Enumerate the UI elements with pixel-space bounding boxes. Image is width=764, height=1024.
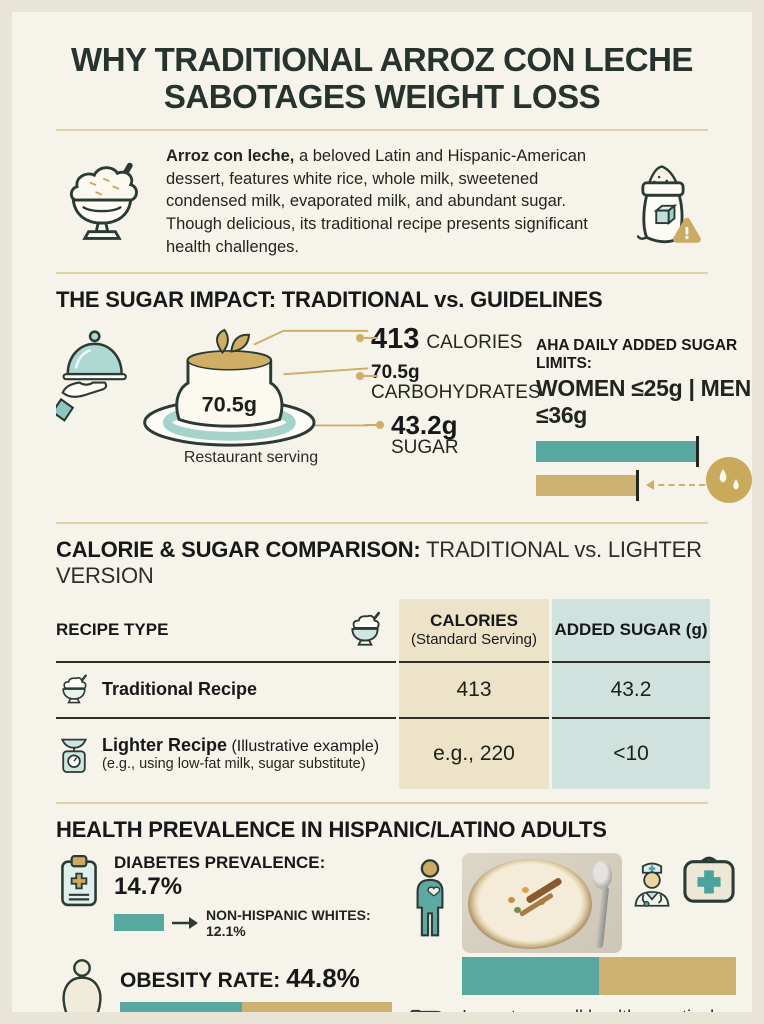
table-row-traditional-name: Traditional Recipe bbox=[56, 660, 396, 717]
bar-segment-gold bbox=[599, 956, 736, 995]
stat-calories: 413 CALORIES bbox=[356, 322, 522, 355]
rice-bowl-icon bbox=[344, 609, 386, 651]
recipe-note: (Illustrative example) bbox=[227, 737, 380, 755]
comparison-heading-bold: CALORIE & SUGAR COMPARISON: bbox=[56, 536, 421, 562]
table-header-calories: CALORIES (Standard Serving) bbox=[399, 598, 549, 661]
aha-limits: WOMEN ≤25g | MEN ≤36g bbox=[536, 374, 751, 428]
aha-panel: AHA DAILY ADDED SUGAR LIMITS: WOMEN ≤25g… bbox=[536, 323, 752, 509]
intro-section: Arroz con leche, a beloved Latin and His… bbox=[56, 145, 708, 259]
sugar-value: <10 bbox=[613, 741, 649, 765]
stat-value: 43.2g bbox=[391, 409, 458, 440]
health-impact-bar bbox=[462, 956, 736, 995]
table-header-added-sugar: ADDED SUGAR (g) bbox=[552, 598, 710, 661]
comparison-section: CALORIE & SUGAR COMPARISON: TRADITIONAL … bbox=[56, 536, 710, 789]
limit-marker bbox=[636, 469, 639, 501]
diabetes-label: DIABETES PREVALENCE: bbox=[114, 852, 326, 872]
recipe-name: Traditional Recipe bbox=[102, 679, 258, 700]
sugar-droplets-icon bbox=[706, 456, 752, 503]
health-heading: HEALTH PREVALENCE IN HISPANIC/LATINO ADU… bbox=[56, 816, 607, 842]
obesity-block: OBESITY RATE: 44.8% bbox=[56, 957, 392, 1012]
comparison-table: RECIPE TYPE CALORIES (Standard Serving) bbox=[56, 598, 710, 789]
diabetes-block: DIABETES PREVALENCE: 14.7% NON-HISPANIC … bbox=[56, 853, 392, 939]
obesity-label: OBESITY RATE: bbox=[120, 968, 287, 992]
comparison-heading-rest: TRADITIONAL vs. LIGHTER VERSION bbox=[56, 536, 702, 588]
cloche-hand-icon bbox=[56, 323, 130, 427]
rice-bowl-icon bbox=[56, 672, 92, 708]
sugar-value: 43.2 bbox=[610, 677, 652, 701]
divider bbox=[56, 521, 708, 524]
page-title: WHY TRADITIONAL ARROZ CON LECHE SABOTAGE… bbox=[56, 41, 708, 116]
bar-segment-gold bbox=[242, 1001, 392, 1012]
stat-value: 70.5g bbox=[371, 361, 420, 383]
aha-bars bbox=[536, 435, 752, 503]
sugar-impact-section: THE SUGAR IMPACT: TRADITIONAL vs. GUIDEL… bbox=[56, 286, 752, 509]
serving-grams-label: 70.5g bbox=[202, 391, 257, 416]
serving-illustration: 70.5g Restaurant serving bbox=[56, 323, 370, 467]
health-impact-panel: Impacts overall health negatively. bbox=[408, 852, 736, 1012]
sugar-bag-warning-icon bbox=[616, 156, 708, 248]
divider bbox=[56, 128, 708, 131]
thumbs-down-icon bbox=[409, 1008, 451, 1012]
aha-women-bar bbox=[536, 435, 699, 467]
header-label: ADDED SUGAR (g) bbox=[554, 619, 708, 639]
arroz-con-leche-photo bbox=[462, 852, 622, 953]
rice-bowl-icon bbox=[56, 156, 148, 248]
obesity-value: 44.8% bbox=[286, 962, 360, 993]
intro-text: Arroz con leche, a beloved Latin and His… bbox=[166, 145, 598, 259]
teal-swatch bbox=[114, 914, 165, 932]
stat-carbohydrates: 70.5g CARBOHYDRATES bbox=[356, 362, 541, 403]
arrow-right-icon bbox=[172, 916, 199, 929]
person-heart-icon bbox=[409, 857, 451, 943]
flan-illustration: 70.5g Restaurant serving bbox=[132, 323, 370, 467]
nurse-icon bbox=[630, 853, 674, 909]
connector-dot-icon bbox=[364, 420, 384, 429]
stat-label: SUGAR bbox=[391, 436, 459, 458]
limit-marker bbox=[696, 435, 699, 467]
bar-segment-teal bbox=[462, 956, 599, 995]
diabetes-value: 14.7% bbox=[114, 872, 183, 900]
obesity-bar bbox=[120, 1001, 392, 1012]
dashed-arrow-icon bbox=[646, 479, 736, 490]
serving-caption: Restaurant serving bbox=[183, 448, 319, 466]
intro-body: a beloved Latin and Hispanic-American de… bbox=[166, 146, 588, 256]
content-card: WHY TRADITIONAL ARROZ CON LECHE SABOTAGE… bbox=[12, 12, 752, 1012]
obese-person-icon bbox=[56, 957, 108, 1012]
calories-value: 413 bbox=[456, 677, 492, 701]
aha-men-bar bbox=[536, 469, 736, 501]
nutrition-stats: 413 CALORIES 70.5g CARBOHYDRATES 43.2g bbox=[356, 322, 541, 467]
medical-clipboard-icon bbox=[56, 853, 102, 909]
impact-note: Impacts overall health negatively. bbox=[462, 1007, 736, 1012]
calories-value: e.g., 220 bbox=[433, 741, 515, 765]
page-title-line1: WHY TRADITIONAL ARROZ CON LECHE bbox=[71, 41, 693, 78]
first-aid-kit-icon bbox=[682, 853, 736, 905]
header-sublabel: (Standard Serving) bbox=[411, 631, 537, 649]
table-cell-sugar: 43.2 bbox=[552, 660, 710, 717]
table-cell-sugar: <10 bbox=[552, 716, 710, 789]
health-section: HEALTH PREVALENCE IN HISPANIC/LATINO ADU… bbox=[56, 816, 736, 1012]
divider bbox=[56, 271, 708, 274]
divider bbox=[56, 801, 708, 804]
stat-label: CALORIES bbox=[426, 331, 523, 353]
header-label: RECIPE TYPE bbox=[56, 619, 169, 639]
sugar-impact-heading: THE SUGAR IMPACT: TRADITIONAL vs. GUIDEL… bbox=[56, 286, 603, 312]
header-label: CALORIES bbox=[430, 611, 518, 631]
recipe-name: Lighter Recipe bbox=[102, 734, 228, 755]
table-cell-calories: e.g., 220 bbox=[399, 716, 549, 789]
stat-value: 413 bbox=[371, 322, 420, 355]
stat-label: CARBOHYDRATES bbox=[371, 381, 541, 403]
intro-lead: Arroz con leche, bbox=[166, 146, 295, 165]
recipe-detail: (e.g., using low-fat milk, sugar substit… bbox=[102, 755, 366, 772]
bar-segment-teal bbox=[120, 1001, 243, 1012]
table-row-lighter-name: Lighter Recipe (Illustrative example) (e… bbox=[56, 716, 396, 789]
page-title-line2: SABOTAGES WEIGHT LOSS bbox=[163, 77, 601, 115]
aha-title: AHA DAILY ADDED SUGAR LIMITS: bbox=[536, 336, 738, 372]
stat-sugar: 43.2g SUGAR bbox=[364, 412, 516, 458]
diabetes-comparison: NON-HISPANIC WHITES: 12.1% bbox=[206, 906, 371, 939]
table-header-recipe-type: RECIPE TYPE bbox=[56, 599, 396, 661]
kitchen-scale-icon bbox=[56, 733, 92, 775]
table-cell-calories: 413 bbox=[399, 660, 549, 717]
